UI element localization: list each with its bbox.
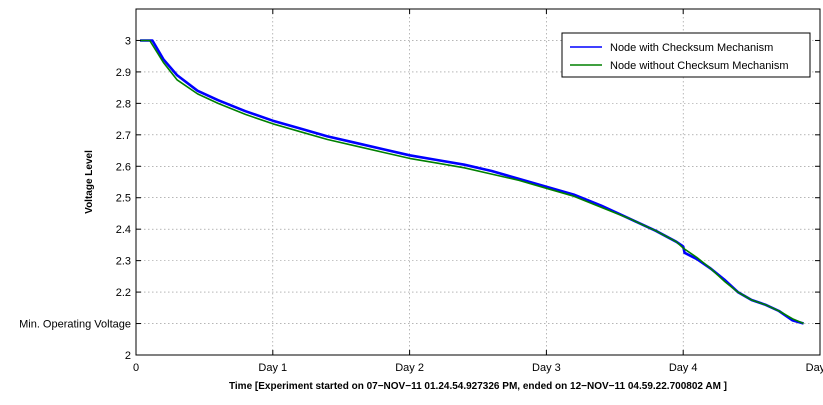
x-axis-title: Time [Experiment started on 07−NOV−11 01…: [229, 381, 727, 392]
y-tick-label: 2.4: [116, 224, 131, 236]
x-tick-label: Day 4: [669, 362, 698, 374]
y-tick-label: 2.8: [116, 98, 131, 110]
y-tick-label: 2.6: [116, 161, 131, 173]
y-tick-label: 3: [125, 35, 131, 47]
y-tick-label: 2.3: [116, 256, 131, 268]
plot-frame: [135, 8, 821, 356]
legend: Node with Checksum Mechanism Node without…: [561, 32, 811, 78]
y-tick-label: 2.5: [116, 193, 131, 205]
y-tick-label: Min. Operating Voltage: [19, 319, 131, 331]
legend-label: Node without Checksum Mechanism: [610, 60, 789, 72]
grid-layer: [136, 9, 820, 355]
series-layer: [140, 39, 804, 325]
x-tick-label: Day 1: [258, 362, 287, 374]
series-line-2: [140, 39, 804, 325]
legend-box: [561, 32, 811, 78]
x-tick-label: Day 3: [532, 362, 561, 374]
y-tick-label: 2.9: [116, 67, 131, 79]
legend-label: Node with Checksum Mechanism: [610, 42, 773, 54]
tick-layer: 0 Day 1 Day 2 Day 3 Day 4 Day 5 2 Min. Operatin…: [19, 9, 823, 374]
y-tick-label: 2.7: [116, 130, 131, 142]
x-tick-label: 0: [133, 362, 139, 374]
x-tick-label: Day 5: [806, 362, 823, 374]
series-line-1: [140, 39, 804, 325]
y-tick-label: 2.2: [116, 287, 131, 299]
y-axis-title: Voltage Level: [84, 150, 95, 214]
x-tick-label: Day 2: [395, 362, 424, 374]
y-tick-label: 2: [125, 350, 131, 362]
